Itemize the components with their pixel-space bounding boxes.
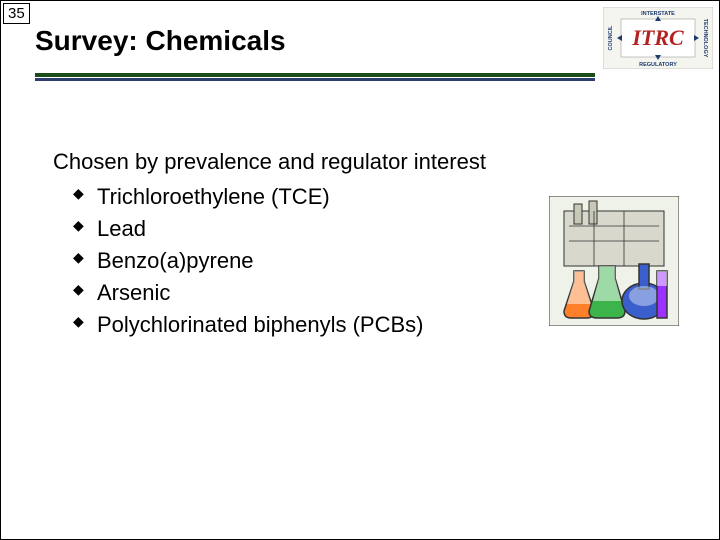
underline-green — [35, 73, 595, 77]
svg-text:REGULATORY: REGULATORY — [639, 62, 677, 68]
chemistry-clipart — [549, 196, 679, 326]
underline-blue — [35, 78, 595, 81]
svg-text:TECHNOLOGY: TECHNOLOGY — [702, 19, 708, 58]
svg-text:INTERSTATE: INTERSTATE — [641, 11, 675, 17]
page-number: 35 — [3, 3, 30, 24]
intro-text: Chosen by prevalence and regulator inter… — [53, 149, 679, 175]
svg-text:ITRC: ITRC — [631, 25, 684, 50]
svg-text:COUNCIL: COUNCIL — [608, 25, 614, 51]
title-area: Survey: Chemicals — [35, 25, 589, 81]
itrc-logo: ITRC INTERSTATE REGULATORY COUNCIL TECHN… — [603, 7, 713, 69]
slide-title: Survey: Chemicals — [35, 25, 589, 57]
